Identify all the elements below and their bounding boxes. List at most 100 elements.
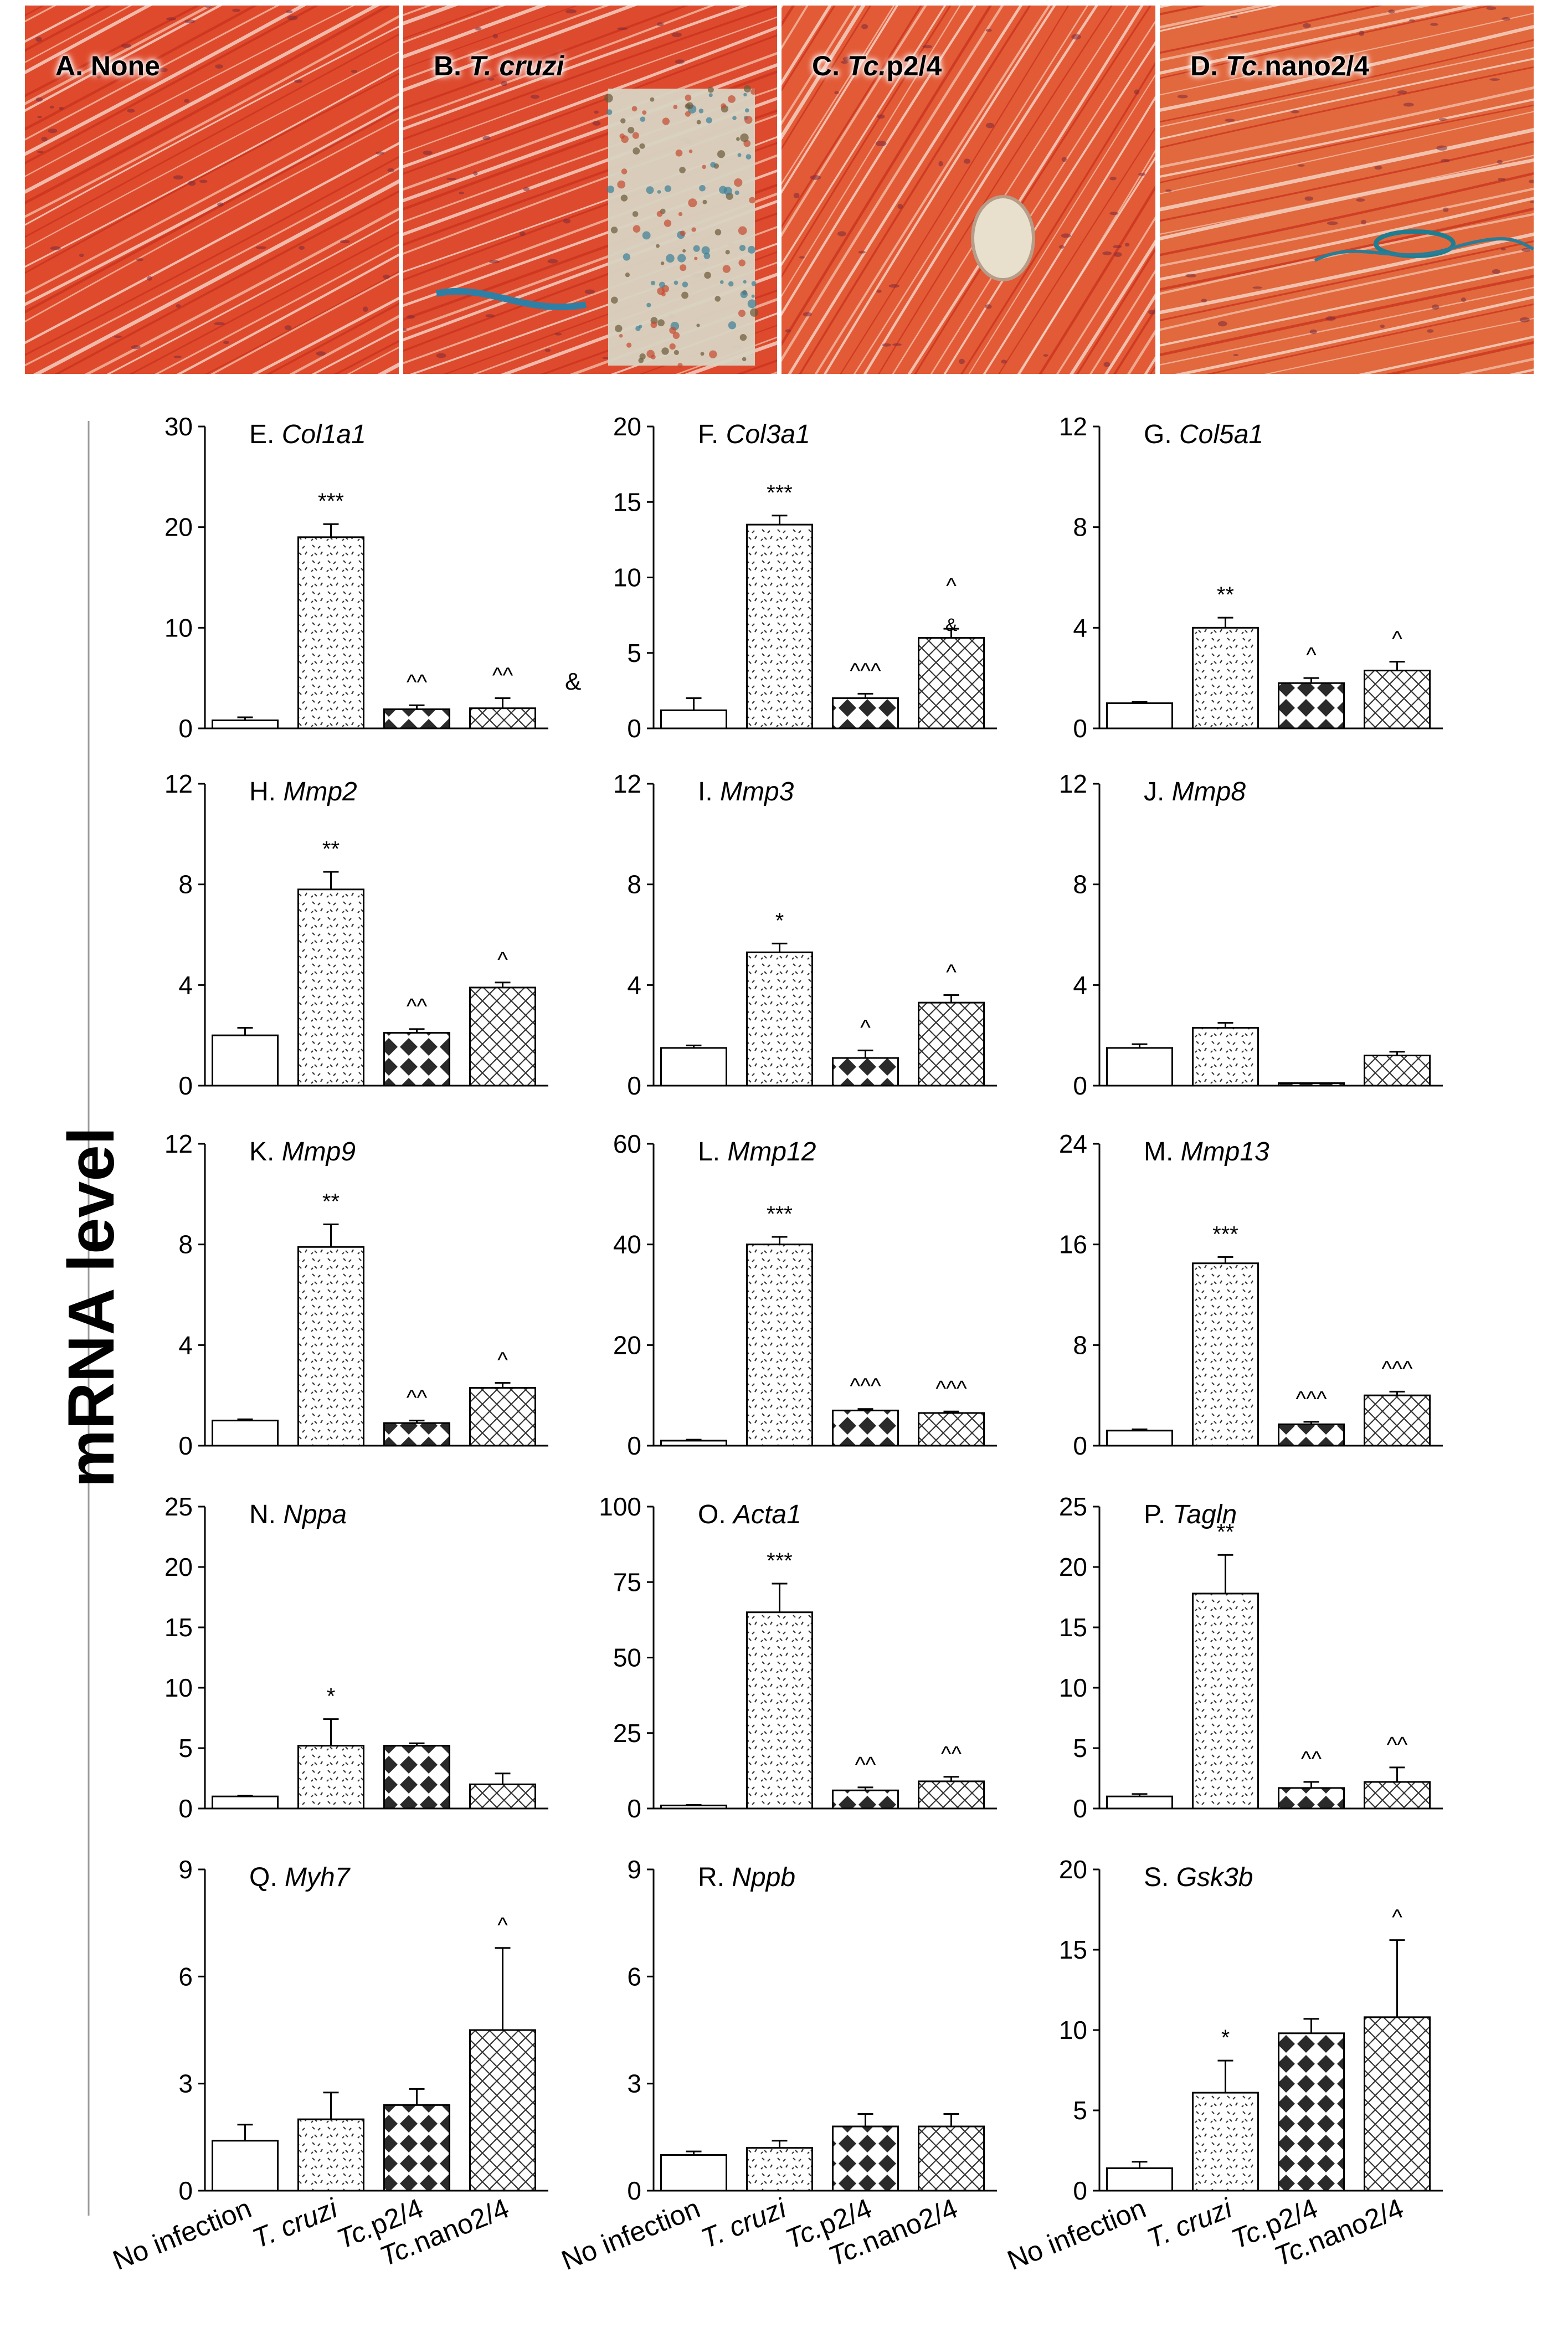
- y-tick-label: 50: [613, 1643, 641, 1672]
- significance-label: ***: [318, 489, 344, 513]
- bar: [660, 1440, 727, 1447]
- chart-nppa: 0 5 10 15 20 25 N. Nppa *: [164, 1492, 548, 1823]
- y-tick-label: 25: [164, 1492, 193, 1521]
- significance-label: ^: [497, 1913, 508, 1938]
- chart-title: I. Mmp3: [698, 777, 794, 806]
- bar: [212, 1795, 279, 1810]
- bar: [212, 1034, 279, 1087]
- significance-label: ^^^: [850, 659, 881, 683]
- bar: [1106, 2167, 1173, 2192]
- y-tick-label: 8: [178, 1230, 193, 1259]
- significance-label: ^^: [492, 664, 513, 688]
- x-tick-label: T. cruzi: [697, 2192, 791, 2254]
- y-tick-label: 0: [1073, 1071, 1087, 1100]
- bar: [212, 1420, 279, 1447]
- significance-label: ^: [497, 1348, 508, 1372]
- bar: [469, 1387, 536, 1447]
- histology-label-a: A. None: [55, 50, 160, 81]
- bar: [746, 1611, 813, 1810]
- y-tick-label: 4: [178, 970, 193, 999]
- significance-label: ***: [1212, 1222, 1238, 1246]
- significance-label: ***: [767, 1549, 793, 1573]
- significance-label: ^^: [941, 1742, 962, 1766]
- y-tick-label: 0: [178, 1431, 193, 1460]
- bar: [1192, 2092, 1259, 2192]
- bar: [212, 2140, 279, 2192]
- y-tick-label: 0: [1073, 1794, 1087, 1823]
- significance-label: *: [327, 1684, 336, 1709]
- chart-tagln: 0 5 10 15 20 25 P. Tagln** ^^ ^^: [1059, 1492, 1443, 1823]
- y-tick-label: 12: [1059, 769, 1087, 798]
- bar: [660, 2154, 727, 2192]
- y-tick-label: 20: [613, 412, 641, 441]
- bar: [1106, 1047, 1173, 1087]
- significance-label: ^: [1306, 643, 1317, 667]
- significance-label: ^^^: [1381, 1357, 1413, 1381]
- y-tick-label: 0: [627, 714, 641, 743]
- bar: [918, 2125, 985, 2192]
- significance-label: ^^^: [1295, 1387, 1327, 1411]
- significance-label: *: [775, 908, 784, 933]
- y-tick-label: 10: [1059, 2016, 1087, 2044]
- y-tick-label: 10: [164, 613, 193, 642]
- y-tick-label: 15: [613, 487, 641, 516]
- significance-label: ^: [860, 1015, 871, 1040]
- y-tick-label: 9: [178, 1855, 193, 1884]
- significance-label-extra: &: [945, 615, 957, 635]
- chart-mmp8: 0 4 8 12 J. Mmp8: [1059, 769, 1443, 1100]
- y-tick-label: 4: [1073, 970, 1087, 999]
- y-tick-label: 12: [164, 769, 193, 798]
- histology-panel-b: B. T. cruzi: [403, 6, 777, 374]
- bar: [1278, 1082, 1345, 1087]
- significance-label: ***: [767, 481, 793, 505]
- y-tick-label: 20: [613, 1330, 641, 1359]
- chart-title: O. Acta1: [698, 1500, 801, 1529]
- bar: [1106, 1795, 1173, 1810]
- bar: [383, 1745, 450, 1810]
- histology-image-c: [782, 6, 1155, 374]
- significance-label: ^: [1392, 1905, 1402, 1930]
- chart-title: N. Nppa: [249, 1500, 347, 1529]
- y-tick-label: 8: [627, 870, 641, 899]
- y-tick-label: 5: [1073, 2096, 1087, 2125]
- bar: [1192, 626, 1259, 729]
- bar: [1192, 1027, 1259, 1087]
- bar: [469, 1783, 536, 1810]
- x-tick-label: T. cruzi: [1143, 2192, 1237, 2254]
- bar: [918, 1412, 985, 1447]
- significance-label: ^: [1392, 627, 1402, 651]
- significance-label: ***: [767, 1202, 793, 1226]
- chart-title: M. Mmp13: [1144, 1137, 1269, 1167]
- significance-label-extra: &: [565, 668, 581, 695]
- y-tick-label: 15: [1059, 1935, 1087, 1964]
- bar: [832, 1789, 899, 1810]
- bar: [660, 1805, 727, 1810]
- bar: [383, 2104, 450, 2192]
- bar: [212, 719, 279, 729]
- bar: [1106, 1430, 1173, 1447]
- significance-label: **: [1217, 1520, 1234, 1544]
- y-tick-label: 4: [1073, 613, 1087, 642]
- bar: [1364, 670, 1431, 729]
- y-tick-label: 3: [178, 2069, 193, 2098]
- chart-title: F. Col3a1: [698, 420, 810, 449]
- y-tick-label: 0: [1073, 1431, 1087, 1460]
- bar: [469, 987, 536, 1087]
- bar: [297, 2118, 364, 2192]
- chart-title: G. Col5a1: [1144, 420, 1263, 449]
- y-tick-label: 0: [178, 1071, 193, 1100]
- y-tick-label: 5: [178, 1734, 193, 1763]
- bar: [1278, 2032, 1345, 2192]
- y-tick-label: 30: [164, 412, 193, 441]
- significance-label: ^: [946, 574, 957, 598]
- significance-label: *: [1221, 2026, 1230, 2050]
- significance-label: ^^: [407, 1386, 428, 1410]
- significance-label: **: [322, 1189, 340, 1214]
- y-tick-label: 8: [178, 870, 193, 899]
- chart-mmp3: 0 4 8 12 I. Mmp3 * ^ ^: [613, 769, 997, 1100]
- y-tick-label: 0: [1073, 2176, 1087, 2205]
